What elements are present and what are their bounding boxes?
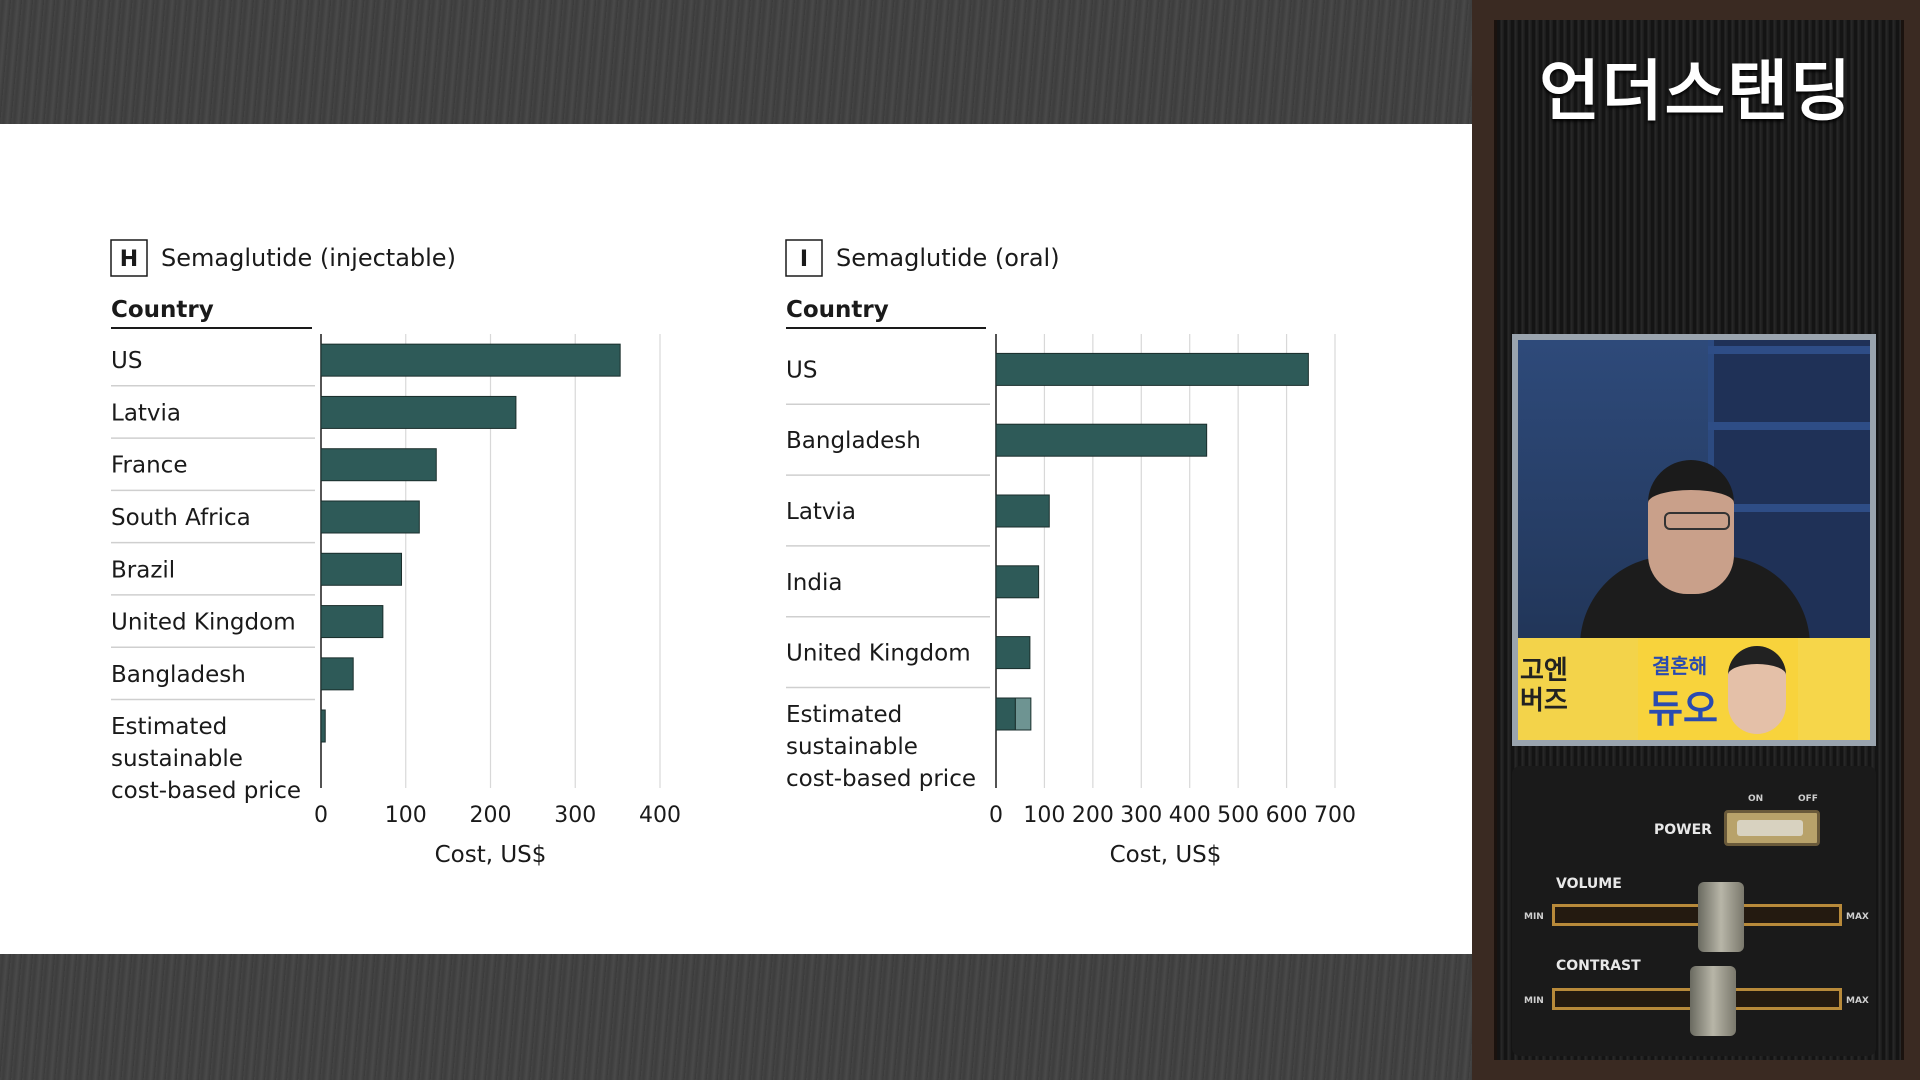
category-label: United Kingdom <box>111 610 296 636</box>
chart-title: Semaglutide (oral) <box>836 244 1060 272</box>
category-label: cost-based price <box>111 778 301 804</box>
contrast-max-label: MAX <box>1846 996 1869 1006</box>
shelf-board <box>1708 346 1870 354</box>
panel-letter-box <box>785 239 823 277</box>
show-title: 언더스탠딩 <box>1539 53 1853 130</box>
category-label: US <box>111 348 142 374</box>
category-label: Estimated <box>111 714 227 740</box>
category-label: Brazil <box>111 557 175 583</box>
bar-range <box>1014 697 1032 731</box>
bar <box>320 448 437 482</box>
slide: H Semaglutide (injectable) Country 0 100 200 3… <box>0 124 1472 954</box>
volume-slider-track[interactable] <box>1552 904 1842 926</box>
background-bottom <box>0 954 1472 1080</box>
power-switch[interactable] <box>1724 810 1820 846</box>
banner-big-text: 듀오 <box>1648 687 1718 731</box>
ad-banner: 고엔 버즈 결혼해 듀오 <box>1518 638 1870 740</box>
shelf-board <box>1708 504 1870 512</box>
video-screen: 고엔 버즈 결혼해 듀오 <box>1512 334 1876 746</box>
bar <box>320 605 384 639</box>
banner-small-text: 결혼해 <box>1652 654 1708 678</box>
contrast-min-label: MIN <box>1524 996 1544 1006</box>
bar <box>320 343 621 377</box>
tv-frame: 언더스탠딩 고엔 버즈 결혼해 듀오 ON OFF P <box>1472 0 1920 1080</box>
bar <box>995 352 1309 386</box>
category-label: Latvia <box>111 400 181 426</box>
bar <box>995 494 1050 528</box>
x-tick-label: 700 <box>1314 803 1356 828</box>
category-header: Country <box>786 297 889 323</box>
volume-label: VOLUME <box>1556 876 1622 892</box>
x-tick-label: 0 <box>989 803 1003 828</box>
x-tick-label: 100 <box>1023 803 1065 828</box>
contrast-label: CONTRAST <box>1556 958 1641 974</box>
bar <box>995 423 1208 457</box>
shelf-board <box>1708 422 1870 430</box>
power-label: POWER <box>1654 822 1712 838</box>
banner-left: 고엔 버즈 <box>1518 638 1638 740</box>
background-top <box>0 0 1472 124</box>
x-tick-label: 0 <box>314 803 328 828</box>
banner-face-image <box>1728 646 1786 734</box>
bar <box>995 565 1040 599</box>
category-label: US <box>786 357 817 383</box>
category-label: cost-based price <box>786 766 976 792</box>
category-label: Estimated <box>786 702 902 728</box>
contrast-slider-knob[interactable] <box>1690 966 1736 1036</box>
category-label: sustainable <box>111 746 243 772</box>
category-label: Latvia <box>786 499 856 525</box>
panel-letter: H <box>120 247 138 272</box>
category-label: South Africa <box>111 505 251 531</box>
category-label: Bangladesh <box>786 428 921 454</box>
bar <box>995 636 1031 670</box>
bar <box>320 395 517 429</box>
category-label: Bangladesh <box>111 662 246 688</box>
category-label: United Kingdom <box>786 641 971 667</box>
bar <box>320 552 403 586</box>
category-header: Country <box>111 297 214 323</box>
banner-left-text: 고엔 버즈 <box>1520 656 1568 716</box>
x-tick-label: 300 <box>554 803 596 828</box>
volume-min-label: MIN <box>1524 912 1544 922</box>
volume-max-label: MAX <box>1846 912 1869 922</box>
x-tick-label: 200 <box>470 803 512 828</box>
x-axis-label: Cost, US$ <box>1110 842 1222 868</box>
glasses-icon <box>1664 512 1730 530</box>
category-label: India <box>786 570 842 596</box>
x-tick-label: 100 <box>385 803 427 828</box>
category-label: France <box>111 453 187 479</box>
tv-controls: ON OFF POWER VOLUME MIN MAX CONTRAST MIN… <box>1512 766 1876 1056</box>
power-knob <box>1737 820 1803 836</box>
x-tick-label: 300 <box>1120 803 1162 828</box>
bar <box>320 709 326 743</box>
power-off-label: OFF <box>1798 794 1818 804</box>
x-tick-label: 500 <box>1217 803 1259 828</box>
category-label: sustainable <box>786 734 918 760</box>
x-axis-label: Cost, US$ <box>435 842 547 868</box>
video-feed: 고엔 버즈 결혼해 듀오 <box>1518 340 1870 740</box>
x-tick-label: 600 <box>1266 803 1308 828</box>
x-tick-label: 200 <box>1072 803 1114 828</box>
bar <box>320 500 420 534</box>
volume-slider-knob[interactable] <box>1698 882 1744 952</box>
x-tick-label: 400 <box>639 803 681 828</box>
panel-letter-box <box>110 239 148 277</box>
bar <box>995 697 1016 731</box>
chart-title: Semaglutide (injectable) <box>161 244 456 272</box>
presenter-head <box>1648 460 1734 594</box>
x-tick-label: 400 <box>1169 803 1211 828</box>
panel-letter: I <box>800 247 808 272</box>
banner-card: 결혼해 듀오 <box>1638 638 1798 740</box>
bar <box>320 657 354 691</box>
power-on-label: ON <box>1748 794 1764 804</box>
